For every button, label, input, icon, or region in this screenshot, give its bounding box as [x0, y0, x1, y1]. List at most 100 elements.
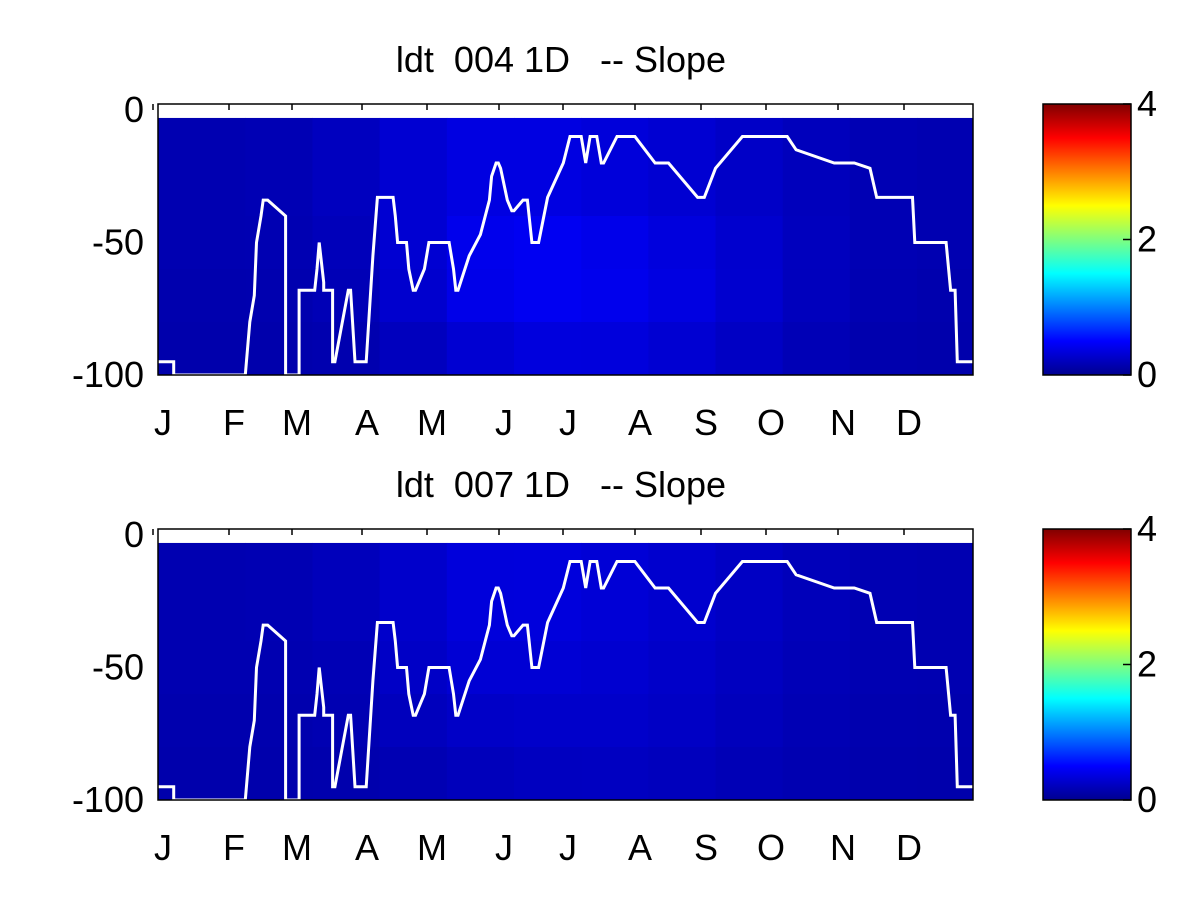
heatmap-cell — [581, 641, 649, 695]
heatmap-cell — [782, 747, 851, 801]
y-tick-label: 0 — [124, 89, 144, 130]
heatmap-cell — [581, 747, 649, 801]
heatmap-cell — [648, 694, 717, 748]
heatmap-cell — [379, 694, 448, 748]
x-tick-label: M — [282, 402, 312, 443]
heatmap-empty-strip — [158, 110, 973, 118]
heatmap-cell — [782, 269, 851, 323]
x-tick-label: J — [154, 402, 172, 443]
heatmap-cell — [379, 322, 448, 376]
heatmap-cell — [245, 747, 313, 801]
heatmap-cell — [849, 117, 918, 217]
x-tick-label: M — [417, 402, 447, 443]
heatmap-cell — [849, 641, 918, 695]
x-tick-label: A — [628, 402, 652, 443]
heatmap-cell — [782, 117, 851, 217]
heatmap-cell — [158, 269, 246, 323]
heatmap-cell — [648, 322, 717, 376]
heatmap-cell — [917, 542, 974, 642]
heatmap-cell — [446, 117, 515, 217]
heatmap-cell — [648, 641, 717, 695]
heatmap-cell — [782, 641, 851, 695]
heatmap-empty-strip — [158, 535, 973, 543]
chart-title-1: ldt 004 1D -- Slope — [396, 39, 726, 80]
heatmap-cell — [312, 117, 381, 217]
x-tick-label: M — [282, 827, 312, 868]
heatmap-cell — [446, 269, 515, 323]
colorbar-tick-label: 2 — [1137, 219, 1157, 260]
heatmap-cell — [158, 641, 246, 695]
heatmap-cell — [849, 747, 918, 801]
chart-title-2: ldt 007 1D -- Slope — [396, 464, 726, 505]
heatmap-cell — [245, 694, 313, 748]
heatmap-area-1 — [158, 110, 974, 376]
heatmap-cell — [379, 117, 448, 217]
heatmap-cell — [581, 322, 649, 376]
x-tick-label: M — [417, 827, 447, 868]
heatmap-cell — [715, 542, 784, 642]
y-tick-label: -100 — [72, 779, 144, 820]
y-tick-label: -100 — [72, 354, 144, 395]
heatmap-cell — [312, 322, 381, 376]
axes-frame — [157, 528, 974, 801]
heatmap-cell — [158, 694, 246, 748]
panel-2: ldt 007 1D -- Slope J F M A M J J A S O N D0-50-100… — [72, 464, 1157, 868]
colorbar-2: 0 2 4 — [1042, 508, 1157, 820]
x-tick-label: A — [628, 827, 652, 868]
heatmap-cell — [514, 694, 582, 748]
heatmap-cell — [514, 322, 582, 376]
heatmap-cell — [715, 322, 784, 376]
heatmap-cell — [158, 322, 246, 376]
heatmap-cell — [245, 542, 313, 642]
heatmap-cell — [312, 542, 381, 642]
heatmap-cell — [917, 694, 974, 748]
heatmap-cell — [245, 269, 313, 323]
heatmap-cell — [581, 216, 649, 270]
heatmap-cell — [849, 269, 918, 323]
heatmap-cell — [715, 216, 784, 270]
heatmap-cell — [379, 542, 448, 642]
heatmap-cell — [158, 216, 246, 270]
heatmap-cell — [849, 694, 918, 748]
heatmap-cell — [581, 269, 649, 323]
heatmap-cell — [581, 117, 649, 217]
x-tick-label: J — [495, 402, 513, 443]
heatmap-cell — [849, 542, 918, 642]
colorbar-tick-label: 0 — [1137, 354, 1157, 395]
colorbar-tick-label: 0 — [1137, 779, 1157, 820]
heatmap-cell — [446, 641, 515, 695]
heatmap-cell — [312, 747, 381, 801]
heatmap-cell — [514, 747, 582, 801]
colorbar-gradient — [1042, 528, 1132, 801]
heatmap-cell — [158, 117, 246, 217]
colorbar-tick-label: 4 — [1137, 508, 1157, 549]
x-tick-label: D — [896, 402, 922, 443]
heatmap-cell — [158, 542, 246, 642]
heatmap-cell — [715, 747, 784, 801]
heatmap-cell — [514, 216, 582, 270]
heatmap-cell — [715, 269, 784, 323]
y-tick-label: -50 — [92, 647, 144, 688]
heatmap-cell — [446, 747, 515, 801]
heatmap-cell — [648, 747, 717, 801]
x-tick-label: F — [223, 402, 245, 443]
heatmap-cell — [782, 216, 851, 270]
heatmap-cell — [514, 269, 582, 323]
axes-frame — [157, 103, 974, 376]
heatmap-cell — [715, 641, 784, 695]
heatmap-cell — [917, 747, 974, 801]
axes-1: J F M A M J J A S O N D0-50-100 — [72, 89, 974, 443]
heatmap-cell — [648, 269, 717, 323]
x-tick-label: O — [757, 402, 785, 443]
x-tick-label: A — [355, 402, 379, 443]
heatmap-cell — [849, 216, 918, 270]
heatmap-cell — [715, 117, 784, 217]
heatmap-cell — [158, 747, 246, 801]
x-tick-label: J — [154, 827, 172, 868]
heatmap-cell — [446, 322, 515, 376]
axes-2: J F M A M J J A S O N D0-50-100 — [72, 514, 974, 868]
heatmap-cell — [581, 542, 649, 642]
x-tick-label: D — [896, 827, 922, 868]
